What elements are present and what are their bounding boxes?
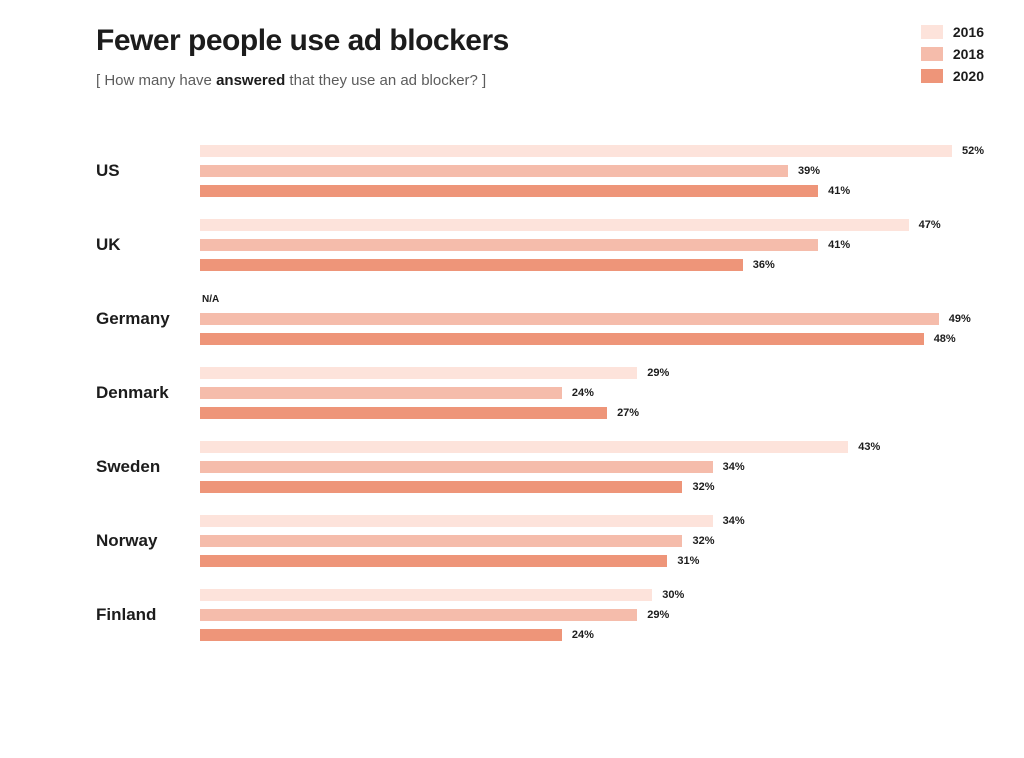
bar — [200, 481, 682, 493]
bar-row: 49% — [200, 313, 984, 325]
value-label: 29% — [647, 367, 669, 379]
value-label: 34% — [723, 461, 745, 473]
chart-group: Denmark 29% 24% 27% — [96, 367, 984, 419]
group-label: Germany — [96, 309, 200, 329]
bar-row: 48% — [200, 333, 984, 345]
bar — [200, 333, 924, 345]
bar — [200, 589, 652, 601]
bar-row: 41% — [200, 239, 984, 251]
bar-row: 36% — [200, 259, 984, 271]
value-label: 27% — [617, 407, 639, 419]
value-label: 31% — [677, 555, 699, 567]
bar — [200, 461, 713, 473]
chart-subtitle: [ How many have answered that they use a… — [96, 72, 984, 89]
legend-label: 2018 — [953, 46, 984, 62]
bar-row: 41% — [200, 185, 984, 197]
bar-row: 31% — [200, 555, 984, 567]
bar-stack: 43% 34% 32% — [200, 441, 984, 493]
value-label: 52% — [962, 145, 984, 157]
bar-row: 39% — [200, 165, 984, 177]
group-label: US — [96, 161, 200, 181]
bar — [200, 259, 743, 271]
bar-row: 24% — [200, 629, 984, 641]
value-label: 34% — [723, 515, 745, 527]
legend-label: 2020 — [953, 68, 984, 84]
group-label: Denmark — [96, 383, 200, 403]
value-label: 41% — [828, 239, 850, 251]
bar-stack: 52% 39% 41% — [200, 145, 984, 197]
bar-stack: 47% 41% 36% — [200, 219, 984, 271]
bar — [200, 219, 909, 231]
bar-row: 32% — [200, 535, 984, 547]
subtitle-prefix: [ How many have — [96, 72, 216, 89]
chart-title: Fewer people use ad blockers — [96, 24, 984, 58]
chart-group: Finland 30% 29% 24% — [96, 589, 984, 641]
legend: 2016 2018 2020 — [921, 24, 984, 84]
bar — [200, 367, 637, 379]
bar — [200, 629, 562, 641]
bar-row: 30% — [200, 589, 984, 601]
bar — [200, 441, 848, 453]
legend-item: 2016 — [921, 24, 984, 40]
group-label: UK — [96, 235, 200, 255]
value-label: 39% — [798, 165, 820, 177]
bar-row: 32% — [200, 481, 984, 493]
bar-row: 34% — [200, 461, 984, 473]
bar-row: 52% — [200, 145, 984, 157]
bar-row: 24% — [200, 387, 984, 399]
na-label: N/A — [200, 294, 219, 305]
bar-stack: 34% 32% 31% — [200, 515, 984, 567]
legend-swatch — [921, 25, 943, 39]
value-label: 41% — [828, 185, 850, 197]
legend-item: 2020 — [921, 68, 984, 84]
bar — [200, 609, 637, 621]
value-label: 49% — [949, 313, 971, 325]
bar-row: N/A — [200, 293, 984, 305]
value-label: 24% — [572, 387, 594, 399]
group-label: Sweden — [96, 457, 200, 477]
value-label: 47% — [919, 219, 941, 231]
bar — [200, 407, 607, 419]
bar — [200, 165, 788, 177]
bar — [200, 387, 562, 399]
value-label: 36% — [753, 259, 775, 271]
subtitle-bold: answered — [216, 72, 285, 89]
bar — [200, 535, 682, 547]
bar-row: 27% — [200, 407, 984, 419]
value-label: 24% — [572, 629, 594, 641]
chart-area: US 52% 39% 41% UK 47% 41% 36% GermanyN/A 49% 48% De… — [96, 145, 984, 641]
bar — [200, 515, 713, 527]
legend-label: 2016 — [953, 24, 984, 40]
bar-row: 29% — [200, 367, 984, 379]
value-label: 30% — [662, 589, 684, 601]
chart-group: Sweden 43% 34% 32% — [96, 441, 984, 493]
value-label: 43% — [858, 441, 880, 453]
value-label: 29% — [647, 609, 669, 621]
bar — [200, 313, 939, 325]
bar-row: 29% — [200, 609, 984, 621]
chart-group: GermanyN/A 49% 48% — [96, 293, 984, 345]
bar — [200, 185, 818, 197]
legend-swatch — [921, 69, 943, 83]
chart-group: Norway 34% 32% 31% — [96, 515, 984, 567]
bar-row: 43% — [200, 441, 984, 453]
value-label: 48% — [934, 333, 956, 345]
bar — [200, 555, 667, 567]
value-label: 32% — [692, 481, 714, 493]
subtitle-suffix: that they use an ad blocker? ] — [285, 72, 486, 89]
bar-stack: 29% 24% 27% — [200, 367, 984, 419]
group-label: Norway — [96, 531, 200, 551]
bar-row: 47% — [200, 219, 984, 231]
chart-group: US 52% 39% 41% — [96, 145, 984, 197]
bar-row: 34% — [200, 515, 984, 527]
group-label: Finland — [96, 605, 200, 625]
legend-swatch — [921, 47, 943, 61]
bar — [200, 239, 818, 251]
chart-group: UK 47% 41% 36% — [96, 219, 984, 271]
bar-stack: N/A 49% 48% — [200, 293, 984, 345]
bar-stack: 30% 29% 24% — [200, 589, 984, 641]
value-label: 32% — [692, 535, 714, 547]
legend-item: 2018 — [921, 46, 984, 62]
bar — [200, 145, 952, 157]
